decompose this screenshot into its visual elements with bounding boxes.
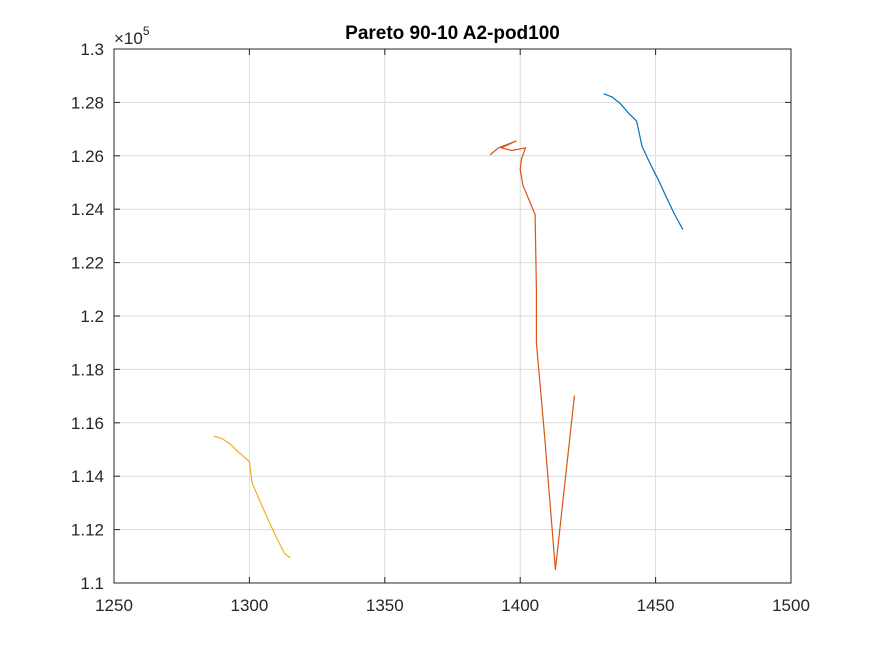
y-tick-labels: 1.1 1.12 1.14 1.16 1.18 1.2 1.22 1.24 1.26 1.28 1.… <box>71 40 104 593</box>
y-tick-label: 1.26 <box>71 147 104 166</box>
y-tick-label: 1.2 <box>80 307 104 326</box>
series-line-3 <box>213 435 291 559</box>
tick-layer <box>113 48 792 584</box>
x-tick-labels: 1250 1300 1350 1400 1450 1500 <box>95 596 810 615</box>
x-tick-label: 1350 <box>366 596 404 615</box>
y-exponent-base: ×10 <box>114 29 143 48</box>
y-exponent-power: 5 <box>143 24 150 38</box>
x-tick-label: 1450 <box>637 596 675 615</box>
series-line-2 <box>489 140 576 571</box>
y-tick-label: 1.3 <box>80 40 104 59</box>
y-tick-label: 1.1 <box>80 574 104 593</box>
x-tick-label: 1500 <box>772 596 810 615</box>
y-tick-label: 1.28 <box>71 93 104 112</box>
grid-layer <box>114 49 791 583</box>
x-tick-label: 1250 <box>95 596 133 615</box>
y-tick-label: 1.22 <box>71 254 104 273</box>
series-line-1 <box>603 93 684 230</box>
y-tick-label: 1.24 <box>71 200 104 219</box>
x-tick-label: 1300 <box>230 596 268 615</box>
y-tick-label: 1.12 <box>71 521 104 540</box>
x-tick-label: 1400 <box>501 596 539 615</box>
series-layer <box>213 93 684 571</box>
y-tick-label: 1.16 <box>71 414 104 433</box>
y-tick-label: 1.14 <box>71 467 104 486</box>
y-tick-label: 1.18 <box>71 360 104 379</box>
y-exponent: ×105 <box>114 24 150 48</box>
chart-title: Pareto 90-10 A2-pod100 <box>345 23 560 44</box>
